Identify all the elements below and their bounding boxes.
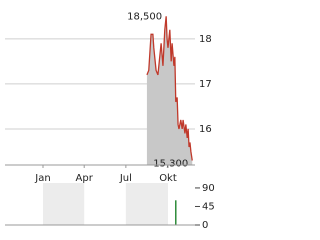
quarter-band bbox=[43, 183, 85, 225]
y-tick-label: 17 bbox=[199, 79, 212, 90]
x-tick-label: Okt bbox=[159, 173, 177, 184]
y-tick-label: 0 bbox=[202, 220, 208, 231]
y-tick-label: 45 bbox=[202, 201, 215, 212]
quarter-band bbox=[125, 183, 168, 225]
y-tick-label: 90 bbox=[202, 183, 215, 194]
x-tick-label: Jul bbox=[119, 173, 132, 184]
chart: 16 17 18 18,500 15,300 Jan Apr Jul Okt 0 45 90 bbox=[5, 11, 215, 231]
y-tick-label: 16 bbox=[199, 124, 212, 135]
value-label: 15,300 bbox=[153, 158, 188, 169]
price-line bbox=[146, 16, 193, 161]
price-area bbox=[146, 16, 193, 166]
value-label: 18,500 bbox=[127, 11, 162, 22]
x-tick-label: Jan bbox=[34, 173, 50, 184]
x-tick-label: Apr bbox=[76, 173, 94, 184]
y-tick-label: 18 bbox=[199, 34, 212, 45]
